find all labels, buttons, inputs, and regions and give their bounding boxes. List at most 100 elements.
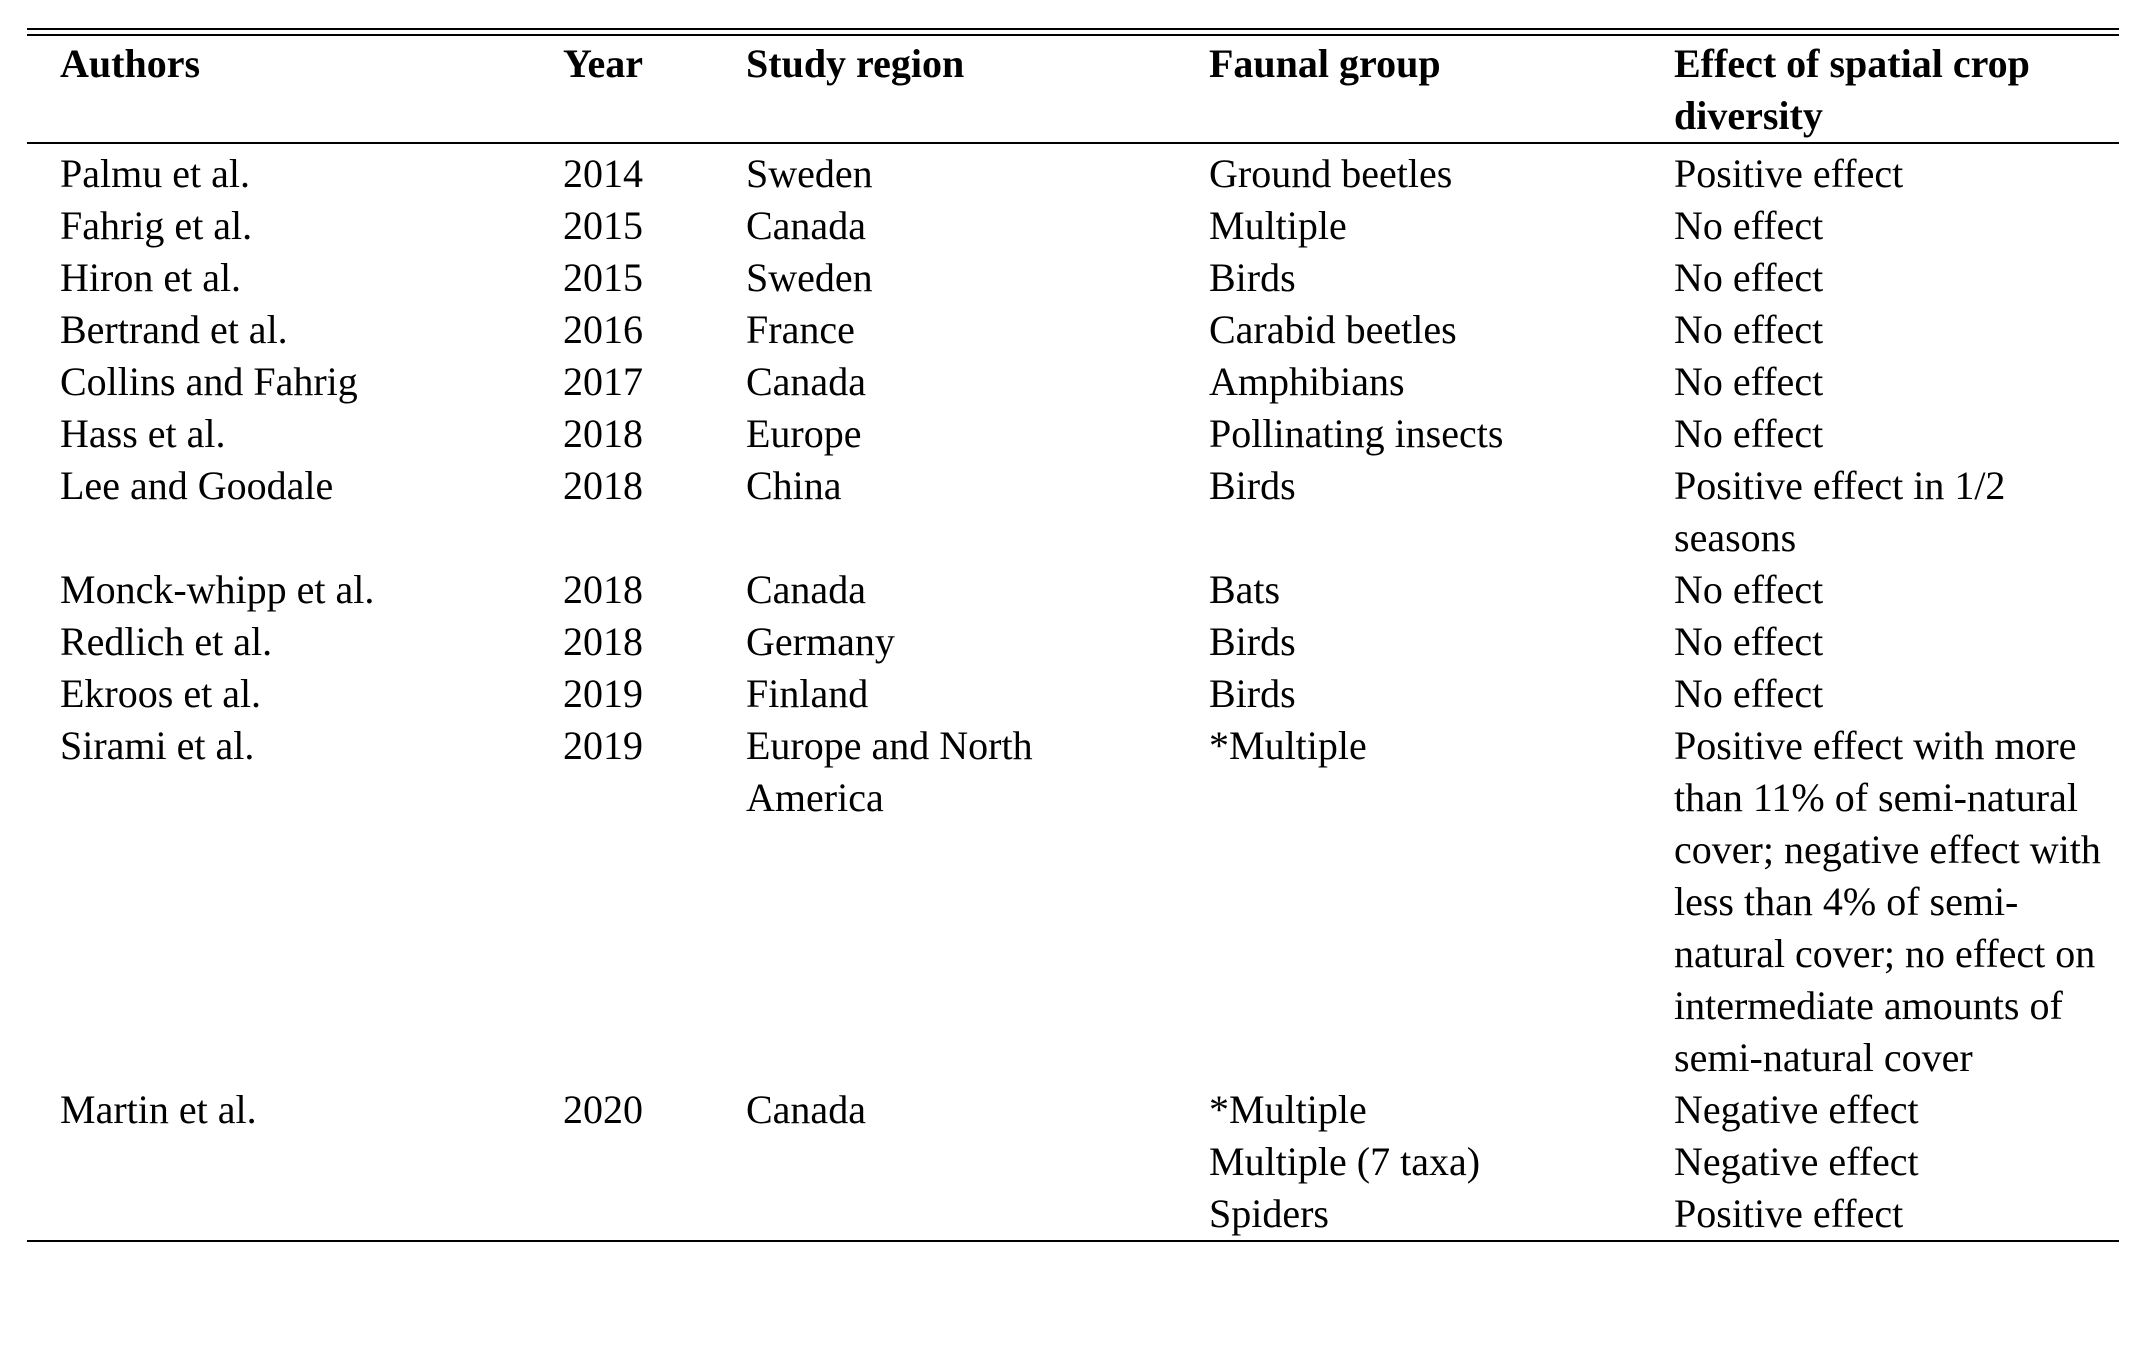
cell-authors: Hass et al. <box>60 411 226 456</box>
cell-effect: No effect <box>1641 200 2119 252</box>
cell-effect-line: No effect <box>1674 619 1824 664</box>
cell-study-region: China <box>746 463 842 508</box>
table-row: Collins and Fahrig 2017 Canada Amphibians No… <box>27 356 2119 408</box>
cell-authors: Fahrig et al. <box>60 203 253 248</box>
cell-study-region: Canada <box>746 1087 866 1132</box>
table-row: Martin et al. 2020 Canada *Multiple Multiple… <box>27 1084 2119 1240</box>
cell-faunal-group-line: Multiple <box>1209 203 1347 248</box>
cell-effect-line: No effect <box>1674 567 1824 612</box>
cell-effect-line: No effect <box>1674 255 1824 300</box>
table-row: Palmu et al. 2014 Sweden Ground beetles Posi… <box>27 143 2119 200</box>
cell-faunal-group: Amphibians <box>1176 356 1641 408</box>
cell-year: 2018 <box>563 463 643 508</box>
cell-faunal-group: Birds <box>1176 252 1641 304</box>
cell-effect-line: Positive effect with more than 11% of se… <box>1674 723 2101 1080</box>
cell-year: 2019 <box>563 723 643 768</box>
cell-faunal-group: Multiple <box>1176 200 1641 252</box>
cell-effect: No effect <box>1641 408 2119 460</box>
cell-faunal-group-line: Carabid beetles <box>1209 307 1457 352</box>
cell-authors: Ekroos et al. <box>60 671 262 716</box>
cell-year: 2017 <box>563 359 643 404</box>
cell-year: 2016 <box>563 307 643 352</box>
cell-authors: Collins and Fahrig <box>60 359 358 404</box>
cell-effect: No effect <box>1641 304 2119 356</box>
cell-year: 2015 <box>563 255 643 300</box>
study-table: Authors Year Study region Faunal group E… <box>27 36 2119 1240</box>
cell-year: 2015 <box>563 203 643 248</box>
table-row: Monck-whipp et al. 2018 Canada Bats No effec… <box>27 564 2119 616</box>
cell-authors: Hiron et al. <box>60 255 242 300</box>
table-row: Lee and Goodale 2018 China Birds Positive ef… <box>27 460 2119 564</box>
cell-study-region: Sweden <box>746 151 873 196</box>
cell-effect-line: Negative effect <box>1674 1087 1919 1132</box>
header-row: Authors Year Study region Faunal group E… <box>27 36 2119 144</box>
cell-study-region: Canada <box>746 203 866 248</box>
cell-faunal-group-line: Birds <box>1209 671 1296 716</box>
cell-faunal-group: *Multiple <box>1176 720 1641 1084</box>
header-faunal-group: Faunal group <box>1176 36 1641 144</box>
cell-effect: Positive effect with more than 11% of se… <box>1641 720 2119 1084</box>
literature-table: Authors Year Study region Faunal group E… <box>27 28 2119 1242</box>
cell-effect-line: No effect <box>1674 671 1824 716</box>
cell-effect: No effect <box>1641 668 2119 720</box>
cell-effect-line: No effect <box>1674 203 1824 248</box>
cell-faunal-group-line: Bats <box>1209 567 1281 612</box>
cell-year: 2018 <box>563 619 643 664</box>
cell-study-region: Sweden <box>746 255 873 300</box>
cell-faunal-group-line: *Multiple <box>1209 723 1367 768</box>
cell-faunal-group-line: Spiders <box>1209 1191 1329 1236</box>
cell-faunal-group-line: Pollinating insects <box>1209 411 1504 456</box>
table-row: Redlich et al. 2018 Germany Birds No effect <box>27 616 2119 668</box>
cell-effect: Positive effect in 1/2 seasons <box>1641 460 2119 564</box>
cell-effect: No effect <box>1641 252 2119 304</box>
cell-faunal-group-line: Birds <box>1209 619 1296 664</box>
cell-year: 2019 <box>563 671 643 716</box>
cell-study-region: Europe <box>746 411 862 456</box>
cell-study-region: France <box>746 307 855 352</box>
header-effect: Effect of spatial crop diversity <box>1641 36 2119 144</box>
cell-study-region: Canada <box>746 567 866 612</box>
cell-effect-line: Positive effect <box>1674 1191 1904 1236</box>
cell-authors: Redlich et al. <box>60 619 273 664</box>
table-body: Palmu et al. 2014 Sweden Ground beetles Posi… <box>27 143 2119 1240</box>
cell-faunal-group-line: *Multiple <box>1209 1087 1367 1132</box>
table-row: Fahrig et al. 2015 Canada Multiple No effect <box>27 200 2119 252</box>
cell-faunal-group: Bats <box>1176 564 1641 616</box>
bottom-rule <box>27 1240 2119 1242</box>
cell-year: 2018 <box>563 411 643 456</box>
header-study-region: Study region <box>713 36 1176 144</box>
cell-faunal-group: *Multiple Multiple (7 taxa) Spiders <box>1176 1084 1641 1240</box>
cell-faunal-group-line: Amphibians <box>1209 359 1405 404</box>
cell-effect: No effect <box>1641 616 2119 668</box>
header-year: Year <box>530 36 713 144</box>
cell-faunal-group: Birds <box>1176 460 1641 564</box>
cell-effect-line: Positive effect <box>1674 151 1904 196</box>
cell-faunal-group-line: Birds <box>1209 255 1296 300</box>
cell-study-region: Canada <box>746 359 866 404</box>
cell-faunal-group-line: Birds <box>1209 463 1296 508</box>
cell-authors: Bertrand et al. <box>60 307 288 352</box>
cell-authors: Palmu et al. <box>60 151 250 196</box>
cell-authors: Monck-whipp et al. <box>60 567 375 612</box>
cell-study-region: Finland <box>746 671 869 716</box>
table-row: Sirami et al. 2019 Europe and North Americ… <box>27 720 2119 1084</box>
cell-year: 2020 <box>563 1087 643 1132</box>
table-row: Hass et al. 2018 Europe Pollinating insects… <box>27 408 2119 460</box>
cell-authors: Lee and Goodale <box>60 463 334 508</box>
table-row: Ekroos et al. 2019 Finland Birds No effect <box>27 668 2119 720</box>
header-authors: Authors <box>27 36 530 144</box>
table-row: Bertrand et al. 2016 France Carabid beetles… <box>27 304 2119 356</box>
cell-faunal-group: Birds <box>1176 616 1641 668</box>
cell-effect: No effect <box>1641 356 2119 408</box>
cell-authors: Sirami et al. <box>60 723 255 768</box>
cell-effect: Negative effect Negative effect Positive e… <box>1641 1084 2119 1240</box>
cell-faunal-group: Ground beetles <box>1176 143 1641 200</box>
cell-faunal-group-line: Ground beetles <box>1209 151 1453 196</box>
cell-authors: Martin et al. <box>60 1087 257 1132</box>
cell-effect: Positive effect <box>1641 143 2119 200</box>
cell-effect-line: Positive effect in 1/2 seasons <box>1674 463 2006 560</box>
cell-faunal-group: Birds <box>1176 668 1641 720</box>
cell-faunal-group: Carabid beetles <box>1176 304 1641 356</box>
top-rule-double <box>27 34 2119 36</box>
cell-study-region: Germany <box>746 619 895 664</box>
